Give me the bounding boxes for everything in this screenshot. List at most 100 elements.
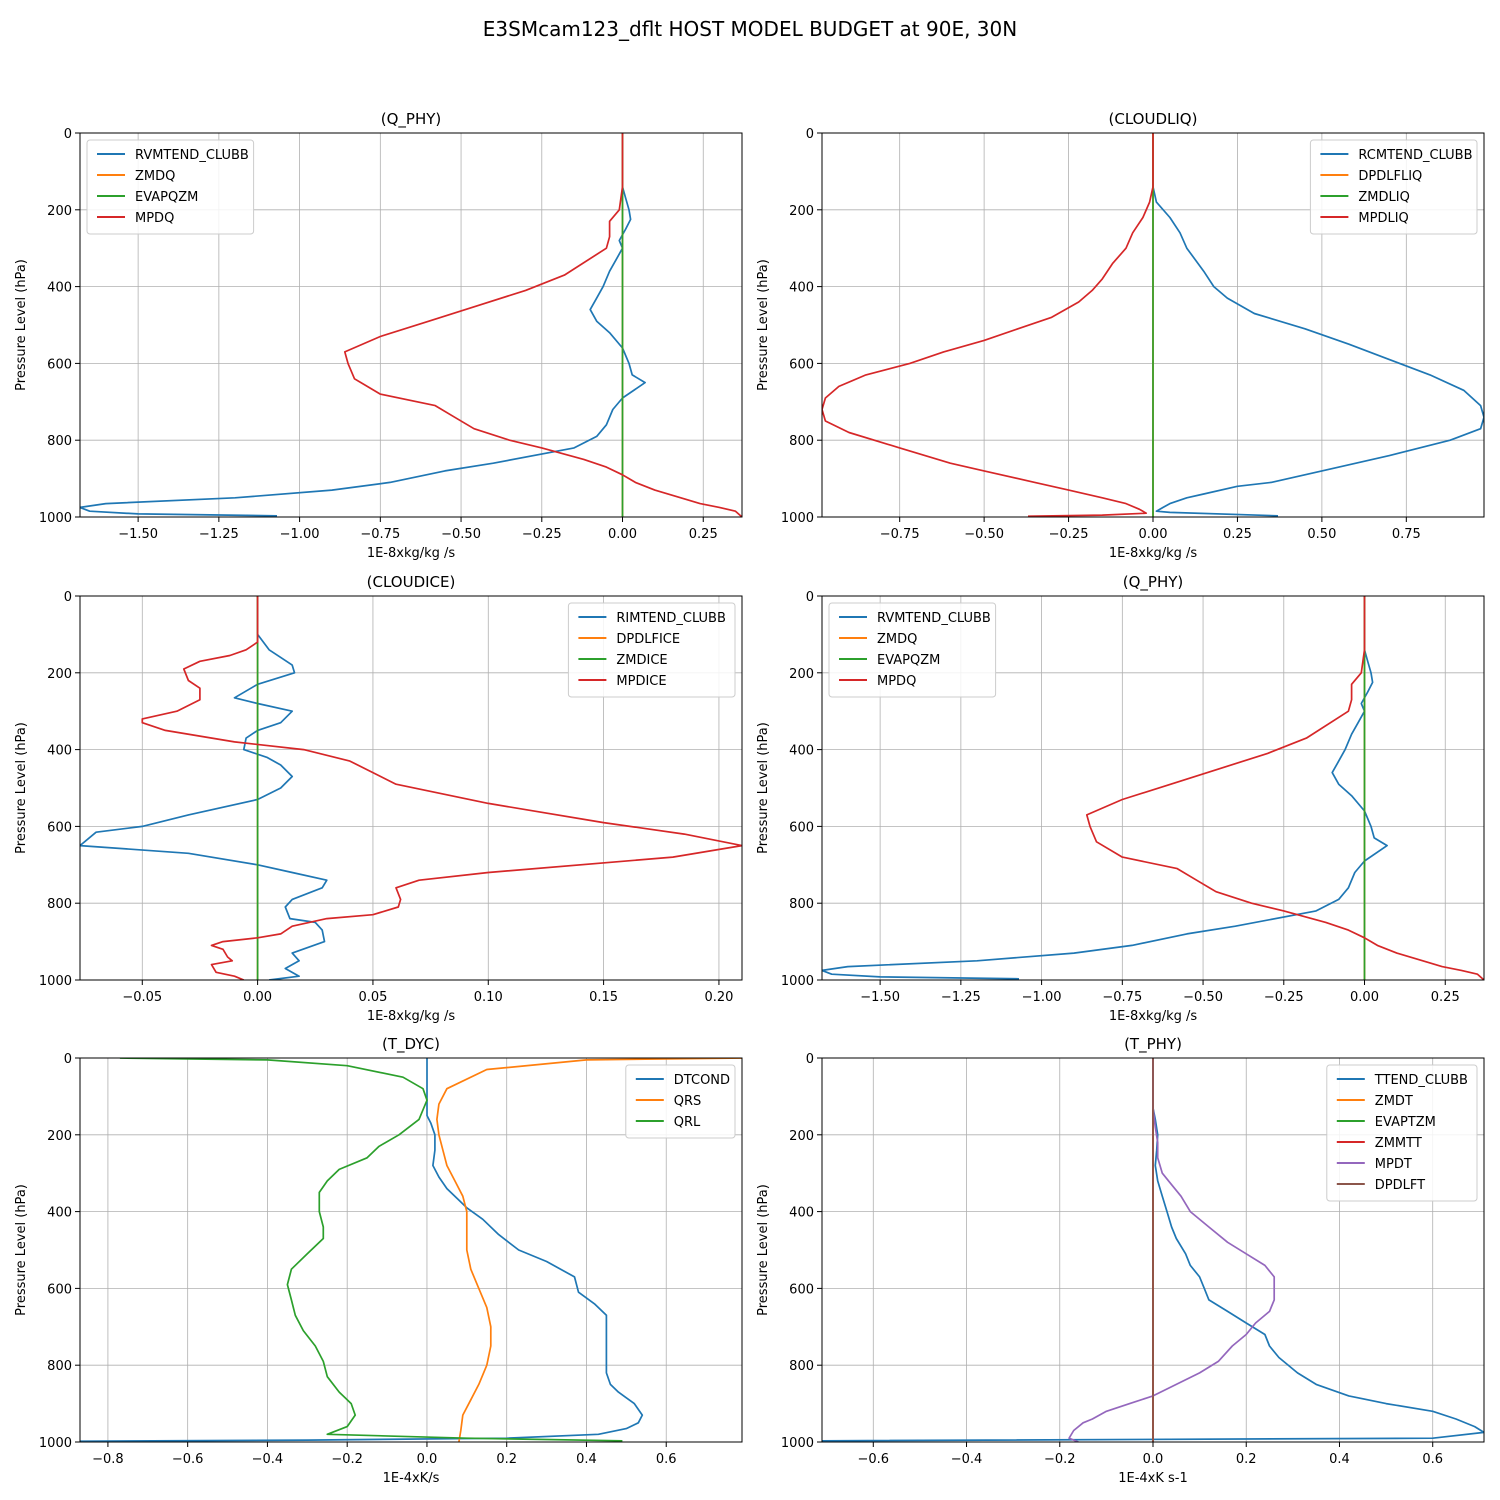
- legend: DTCOND QRS QRL: [625, 1064, 736, 1139]
- x-tick-label: −0.50: [441, 527, 481, 542]
- chart-title: (T_DYC): [382, 1035, 440, 1054]
- y-axis-label: Pressure Level (hPa): [756, 259, 771, 391]
- series-group: [80, 1058, 742, 1442]
- series-line-mpdq: [343, 133, 742, 517]
- series-line-qrs: [436, 1058, 742, 1442]
- y-tick-label: 600: [789, 357, 814, 372]
- y-tick-label: 600: [47, 357, 72, 372]
- chart-title: (Q_PHY): [1123, 573, 1184, 592]
- chart-title: (Q_PHY): [381, 110, 442, 129]
- y-tick-label: 400: [789, 1206, 814, 1221]
- x-tick-label: 0.0: [1143, 1452, 1164, 1467]
- x-tick-label: 0.6: [1422, 1452, 1443, 1467]
- x-tick-label: −1.00: [1022, 990, 1062, 1005]
- y-tick-label: 800: [789, 434, 814, 449]
- x-tick-label: 0.00: [1350, 990, 1379, 1005]
- x-tick-label: −1.25: [199, 527, 239, 542]
- legend: RCMTEND_CLUBB DPDLFLIQ ZMDLIQ MPDLIQ: [1309, 139, 1478, 235]
- legend-label: MPDQ: [135, 211, 174, 226]
- series-line-mpdliq: [822, 133, 1154, 517]
- y-tick-label: 0: [806, 1052, 814, 1067]
- legend-label: MPDQ: [877, 674, 916, 689]
- legend-box: [828, 602, 997, 698]
- x-tick-label: 0.75: [1392, 527, 1421, 542]
- x-axis-label: 1E-4xK s-1: [1118, 1471, 1188, 1486]
- x-tick-label: −0.75: [1102, 990, 1142, 1005]
- y-axis-label: Pressure Level (hPa): [14, 1184, 29, 1316]
- series-line-rvmtend_clubb: [822, 649, 1388, 980]
- x-axis-label: 1E-8xkg/kg /s: [1109, 546, 1198, 561]
- x-axis-label: 1E-4xK/s: [383, 1471, 440, 1486]
- legend-box: [86, 139, 255, 235]
- legend-label: EVAPQZM: [877, 653, 940, 668]
- chart-panel-2: −0.75 −0.50 −0.25 0.00 0.25 0.50 0.75 0 200 400 60…: [756, 110, 1485, 561]
- series-line-ttend_clubb: [822, 1058, 1484, 1442]
- legend-label: RCMTEND_CLUBB: [1358, 148, 1472, 163]
- chart-panel-5: −0.8 −0.6 −0.4 −0.2 0.0 0.2 0.4 0.6 0 200 400 600 80…: [14, 1035, 743, 1486]
- chart-panel-6: −0.6 −0.4 −0.2 0.0 0.2 0.4 0.6 0 200 400 600 800 100…: [756, 1035, 1485, 1486]
- x-axis-label: 1E-8xkg/kg /s: [367, 1009, 456, 1024]
- y-tick-label: 200: [47, 1129, 72, 1144]
- chart-panel-1: −1.50 −1.25 −1.00 −0.75 −0.50 −0.25 0.00 0.25 0 2…: [14, 110, 743, 561]
- x-tick-label: 0.10: [474, 990, 503, 1005]
- x-tick-label: 0.2: [496, 1452, 517, 1467]
- x-tick-label: −0.4: [252, 1452, 284, 1467]
- chart-title: (CLOUDLIQ): [1109, 110, 1198, 128]
- x-tick-label: −0.75: [360, 527, 400, 542]
- series-line-rcmtend_clubb: [1152, 133, 1484, 517]
- y-tick-label: 0: [64, 590, 72, 605]
- y-axis-label: Pressure Level (hPa): [756, 1184, 771, 1316]
- legend: RIMTEND_CLUBB DPDLFICE ZMDICE MPDICE: [567, 602, 736, 698]
- legend-box: [625, 1064, 736, 1139]
- x-tick-label: −1.00: [280, 527, 320, 542]
- y-tick-label: 800: [47, 897, 72, 912]
- axes-frame: [79, 595, 743, 981]
- y-tick-label: 200: [47, 667, 72, 682]
- y-tick-label: 200: [789, 667, 814, 682]
- x-tick-label: 0.25: [1431, 990, 1460, 1005]
- legend-label: QRL: [674, 1115, 701, 1130]
- series-group: [80, 133, 742, 517]
- legend-label: DPDLFLIQ: [1358, 169, 1422, 184]
- y-tick-label: 600: [47, 820, 72, 835]
- axes-frame: [79, 132, 743, 518]
- legend-label: EVAPQZM: [135, 190, 198, 205]
- x-tick-label: 0.05: [358, 990, 387, 1005]
- x-tick-label: 0.00: [1139, 527, 1168, 542]
- x-tick-label: 0.0: [417, 1452, 438, 1467]
- figure-suptitle: E3SMcam123_dflt HOST MODEL BUDGET at 90E…: [483, 17, 1017, 41]
- x-tick-label: 0.4: [576, 1452, 597, 1467]
- y-tick-label: 0: [806, 127, 814, 142]
- chart-title: (T_PHY): [1124, 1035, 1182, 1054]
- y-tick-label: 400: [789, 281, 814, 296]
- y-tick-label: 0: [64, 127, 72, 142]
- x-tick-label: 0.25: [1223, 527, 1252, 542]
- legend-label: DPDLFT: [1375, 1178, 1425, 1193]
- legend-label: ZMDT: [1375, 1094, 1413, 1109]
- x-tick-label: 0.00: [243, 990, 272, 1005]
- legend: RVMTEND_CLUBB ZMDQ EVAPQZM MPDQ: [828, 602, 997, 698]
- legend-label: RVMTEND_CLUBB: [135, 148, 249, 163]
- y-tick-label: 1000: [39, 1436, 72, 1451]
- chart-panel-4: −1.50 −1.25 −1.00 −0.75 −0.50 −0.25 0.00 0.25 0 2…: [756, 573, 1485, 1024]
- legend-label: ZMDQ: [135, 169, 175, 184]
- y-tick-label: 1000: [781, 511, 814, 526]
- y-tick-label: 400: [47, 281, 72, 296]
- legend-label: MPDLIQ: [1358, 211, 1408, 226]
- series-line-mpdq: [1085, 596, 1484, 980]
- legend-label: DPDLFICE: [616, 632, 680, 647]
- x-tick-label: 0.2: [1236, 1452, 1257, 1467]
- legend-label: ZMDICE: [616, 653, 667, 668]
- legend-label: ZMMTT: [1375, 1136, 1422, 1151]
- axes-frame: [79, 1057, 743, 1443]
- series-group: [822, 596, 1484, 980]
- y-tick-label: 800: [789, 1359, 814, 1374]
- y-tick-label: 1000: [39, 511, 72, 526]
- x-tick-label: −0.05: [122, 990, 162, 1005]
- x-tick-label: −0.75: [880, 527, 920, 542]
- x-tick-label: −1.25: [941, 990, 981, 1005]
- x-tick-label: −1.50: [118, 527, 158, 542]
- y-tick-label: 200: [47, 204, 72, 219]
- y-axis-label: Pressure Level (hPa): [756, 722, 771, 854]
